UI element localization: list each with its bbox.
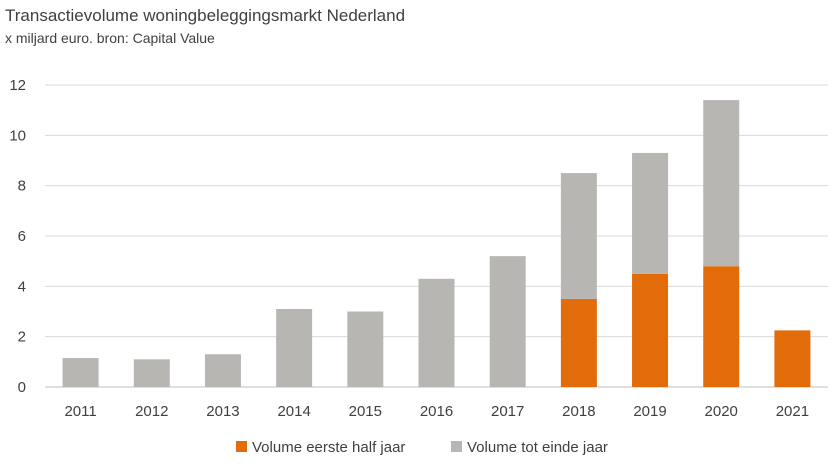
legend-label-year-end: Volume tot einde jaar [467,439,608,456]
x-tick-label: 2012 [135,403,168,420]
bar-year-end-2017 [489,256,526,387]
bar-year-end-2016 [418,278,455,387]
x-tick-label: 2018 [562,403,595,420]
x-tick-label: 2017 [491,403,524,420]
x-tick-label: 2015 [349,403,382,420]
y-tick-label: 8 [18,178,26,195]
x-tick-label: 2016 [420,403,453,420]
x-tick-label: 2021 [776,403,809,420]
bars [62,100,811,387]
x-axis-ticks: 2011 2012 2013 2014 2015 2016 2017 2018 2019 2020… [64,403,809,420]
y-tick-label: 10 [9,127,26,144]
chart-subtitle: x miljard euro. bron: Capital Value [5,30,215,46]
y-tick-label: 2 [18,329,26,346]
chart-title: Transactievolume woningbeleggingsmarkt N… [5,6,406,25]
bar-year-end-2018 [560,173,597,299]
bar-first-half-2020 [703,266,740,387]
bar-year-end-2013 [204,354,241,387]
x-tick-label: 2013 [206,403,239,420]
y-axis-ticks: 0 2 4 6 8 10 12 [9,77,26,396]
bar-year-end-2020 [703,100,740,267]
y-tick-label: 0 [18,379,26,396]
bar-first-half-2019 [632,273,669,387]
x-tick-label: 2020 [705,403,738,420]
bar-year-end-2019 [632,152,669,274]
bar-first-half-2018 [560,298,597,387]
bar-year-end-2012 [133,359,170,387]
bar-year-end-2015 [347,311,384,387]
bar-year-end-2014 [276,308,313,387]
y-tick-label: 12 [9,77,26,94]
legend-swatch-year-end [451,441,462,452]
x-tick-label: 2014 [277,403,310,420]
x-tick-label: 2019 [633,403,666,420]
x-tick-label: 2011 [64,403,96,420]
y-tick-label: 6 [18,228,26,245]
legend-swatch-first-half [236,441,247,452]
gridlines [45,84,828,388]
bar-year-end-2011 [62,358,99,387]
y-tick-label: 4 [18,278,26,295]
legend: Volume eerste half jaar Volume tot einde … [236,439,608,456]
legend-label-first-half: Volume eerste half jaar [252,439,405,456]
bar-first-half-2021 [774,330,811,387]
